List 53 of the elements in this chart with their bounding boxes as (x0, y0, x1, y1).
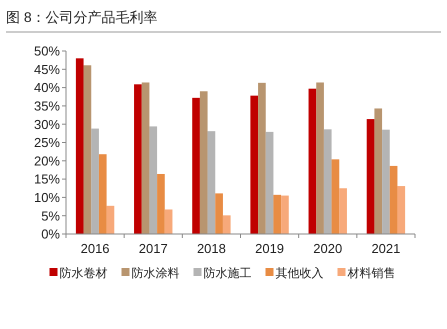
bar (215, 193, 223, 234)
bar (192, 98, 200, 234)
bar (308, 88, 316, 234)
bar (142, 82, 150, 234)
y-tick-label: 40% (34, 80, 60, 96)
y-tick-label: 45% (34, 62, 60, 77)
bar (208, 131, 216, 234)
bar (91, 128, 99, 234)
x-tick-label: 2018 (196, 241, 226, 256)
bar (98, 154, 107, 234)
bar (273, 194, 282, 234)
legend-label: 材料销售 (346, 266, 396, 280)
y-tick-label: 20% (34, 153, 60, 168)
bar (397, 186, 406, 234)
bar (200, 91, 208, 234)
bar (374, 108, 382, 234)
legend-label: 防水施工 (204, 266, 252, 280)
y-tick-label: 25% (34, 135, 60, 150)
y-tick-label: 15% (34, 172, 60, 187)
bar (106, 206, 114, 234)
legend-label: 防水涂料 (132, 266, 180, 280)
bar (324, 129, 332, 234)
x-tick-label: 2019 (255, 241, 284, 256)
y-tick-label: 0% (41, 226, 60, 242)
bar (157, 174, 165, 234)
bar (281, 196, 289, 234)
bar (250, 96, 258, 234)
legend-label: 其他收入 (276, 266, 324, 280)
bar (332, 159, 340, 234)
bar (164, 209, 172, 234)
x-tick-label: 2020 (313, 241, 342, 256)
y-tick-label: 10% (34, 190, 60, 205)
bar (134, 84, 142, 234)
y-tick-label: 50% (34, 44, 60, 59)
bar (390, 166, 398, 234)
bar (222, 215, 231, 234)
bar (316, 82, 324, 234)
bar (339, 188, 347, 234)
y-tick-label: 35% (34, 98, 60, 114)
bar (382, 130, 390, 234)
bar (76, 58, 84, 234)
y-tick-label: 30% (34, 116, 60, 132)
x-tick-label: 2021 (371, 241, 400, 256)
x-tick-label: 2016 (80, 241, 110, 256)
chart-title: 图 8：公司分产品毛利率 (6, 9, 158, 25)
x-tick-label: 2017 (138, 241, 168, 256)
bar (366, 119, 374, 234)
bar (84, 65, 92, 234)
legend-label: 防水卷材 (60, 266, 108, 280)
bar (266, 132, 274, 234)
bar (258, 82, 266, 234)
y-tick-label: 5% (41, 208, 60, 224)
bar (149, 126, 158, 234)
